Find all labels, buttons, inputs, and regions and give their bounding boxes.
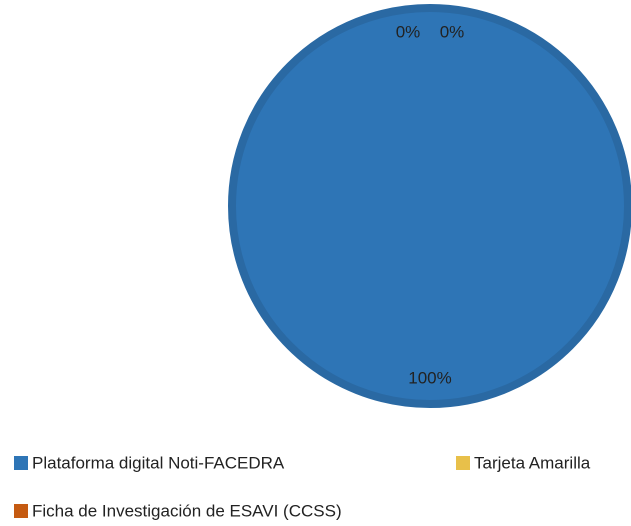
pie-slice (228, 4, 631, 408)
legend-swatch (14, 456, 28, 470)
legend-label: Ficha de Investigación de ESAVI (CCSS) (32, 501, 342, 520)
legend-swatch (14, 504, 28, 518)
data-label: 100% (408, 369, 451, 388)
data-label: 0% (440, 22, 465, 41)
legend-label: Plataforma digital Noti-FACEDRA (32, 453, 285, 472)
data-label: 0% (396, 22, 421, 41)
legend-label: Tarjeta Amarilla (474, 453, 591, 472)
legend-swatch (456, 456, 470, 470)
